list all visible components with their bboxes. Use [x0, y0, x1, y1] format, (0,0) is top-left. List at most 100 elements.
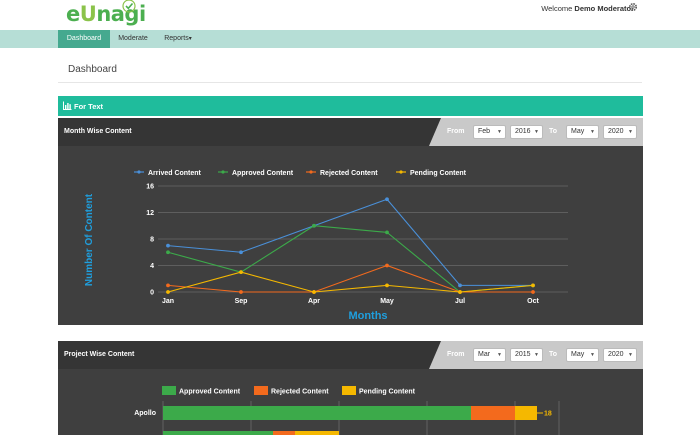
welcome-label: Welcome — [541, 4, 575, 13]
y-tick-label: 8 — [150, 237, 154, 244]
data-point[interactable] — [312, 223, 316, 228]
user-name[interactable]: Demo Moderator — [574, 4, 634, 13]
bar-segment[interactable] — [163, 431, 273, 435]
bar-segment[interactable] — [471, 406, 515, 420]
legend-marker — [137, 170, 141, 174]
x-tick-label: Jul — [455, 298, 465, 305]
month-line-chart: Arrived Content Approved Content Rejected … — [84, 170, 568, 322]
to-month-value: May — [571, 351, 585, 358]
logo-text-u: U — [79, 2, 97, 26]
data-point[interactable] — [531, 290, 535, 294]
from-year-select[interactable]: 2016 ▼ — [510, 125, 543, 139]
from-month-value: Feb — [478, 128, 491, 135]
legend-label: Rejected Content — [271, 389, 329, 396]
caret-down-icon: ▼ — [590, 129, 595, 135]
to-year-select[interactable]: 2020 ▼ — [603, 125, 637, 139]
project-date-filter: From Mar ▼ 2015 ▼ To May ▼ 2020 ▼ — [429, 341, 643, 369]
caret-down-icon: ▼ — [534, 129, 539, 135]
to-month-value: May — [571, 128, 585, 135]
data-point[interactable] — [385, 197, 389, 202]
data-point[interactable] — [239, 290, 243, 294]
caret-down-icon: ▼ — [497, 129, 502, 135]
from-year-value: 2016 — [515, 128, 531, 135]
from-label: From — [447, 128, 465, 135]
data-point[interactable] — [385, 230, 389, 235]
from-month-select[interactable]: Mar ▼ — [473, 348, 506, 362]
y-tick-label: 0 — [150, 290, 154, 297]
legend-swatch — [254, 386, 268, 395]
legend-item[interactable]: Rejected Content — [254, 386, 329, 396]
data-point[interactable] — [166, 283, 170, 288]
x-tick-label: Oct — [527, 298, 539, 305]
data-point[interactable] — [385, 263, 389, 268]
legend-swatch — [162, 386, 176, 395]
caret-down-icon: ▾ — [188, 36, 192, 42]
legend-marker — [399, 170, 403, 174]
data-point[interactable] — [458, 283, 462, 288]
x-tick-label: Sep — [235, 298, 248, 305]
month-date-filter: From Feb ▼ 2016 ▼ To May ▼ 2020 ▼ — [429, 118, 643, 146]
bar-segment[interactable] — [163, 406, 471, 420]
caret-down-icon: ▼ — [628, 352, 633, 358]
bar-segment[interactable] — [273, 431, 295, 435]
bar-segment[interactable] — [515, 406, 537, 420]
caret-down-icon: ▼ — [628, 129, 633, 135]
caret-down-icon: ▼ — [497, 352, 502, 358]
logo-text-suffix: nagi — [96, 2, 146, 26]
gear-icon[interactable] — [628, 2, 638, 12]
app-header: eUnagi Welcome Demo Moderator — [0, 0, 700, 30]
from-month-select[interactable]: Feb ▼ — [473, 125, 506, 139]
caret-down-icon: ▼ — [534, 352, 539, 358]
project-bar-chart: Approved Content Rejected Content Pending … — [134, 386, 560, 435]
category-label: Apollo — [134, 410, 156, 417]
to-month-select[interactable]: May ▼ — [566, 348, 599, 362]
nav-reports-label: Reports — [164, 35, 189, 42]
x-tick-label: Jan — [162, 298, 174, 305]
y-axis-title: Number Of Content — [84, 193, 95, 286]
project-panel-header: Project Wise Content From Mar ▼ 2015 ▼ To … — [58, 341, 643, 369]
legend-item[interactable]: Arrived Content — [134, 170, 202, 177]
legend-label: Approved Content — [232, 170, 294, 177]
from-month-value: Mar — [478, 351, 491, 358]
data-point[interactable] — [239, 250, 243, 255]
y-tick-label: 12 — [146, 210, 154, 217]
legend-item[interactable]: Pending Content — [342, 386, 416, 396]
x-tick-label: Apr — [308, 298, 320, 305]
legend-item[interactable]: Pending Content — [396, 170, 467, 177]
project-wise-panel: Project Wise Content From Mar ▼ 2015 ▼ To … — [58, 341, 643, 435]
y-tick-label: 4 — [150, 263, 154, 270]
legend-item[interactable]: Rejected Content — [306, 170, 378, 177]
legend-item[interactable]: Approved Content — [218, 170, 294, 177]
legend-marker — [221, 170, 225, 174]
month-panel-title: Month Wise Content — [64, 128, 132, 135]
x-axis-title: Months — [348, 310, 387, 322]
to-year-value: 2020 — [608, 128, 624, 135]
to-year-select[interactable]: 2020 ▼ — [603, 348, 637, 362]
from-year-select[interactable]: 2015 ▼ — [510, 348, 543, 362]
legend-item[interactable]: Approved Content — [162, 386, 241, 396]
series-line — [167, 264, 533, 293]
series-line — [167, 225, 534, 293]
x-tick-label: May — [380, 298, 394, 305]
data-point[interactable] — [239, 270, 243, 275]
from-label: From — [447, 351, 465, 358]
nav-dashboard[interactable]: Dashboard — [58, 30, 110, 48]
nav-moderate[interactable]: Moderate — [118, 35, 148, 42]
main-navbar: Dashboard Moderate Reports▾ — [0, 30, 700, 48]
month-panel-header: Month Wise Content From Feb ▼ 2016 ▼ To Ma… — [58, 118, 643, 146]
nav-reports[interactable]: Reports▾ — [158, 30, 198, 48]
legend-label: Pending Content — [410, 170, 467, 177]
data-point[interactable] — [531, 283, 535, 288]
bar-segment[interactable] — [295, 431, 339, 435]
data-point[interactable] — [458, 290, 462, 294]
data-point[interactable] — [385, 283, 389, 288]
y-tick-label: 16 — [146, 184, 154, 191]
to-month-select[interactable]: May ▼ — [566, 125, 599, 139]
data-point[interactable] — [312, 290, 316, 294]
app-logo[interactable]: eUnagi — [66, 2, 146, 26]
data-point[interactable] — [166, 290, 170, 294]
total-label: 18 — [544, 411, 552, 418]
data-point[interactable] — [166, 243, 170, 248]
data-point[interactable] — [166, 250, 170, 255]
bar-chart-icon — [63, 101, 72, 110]
